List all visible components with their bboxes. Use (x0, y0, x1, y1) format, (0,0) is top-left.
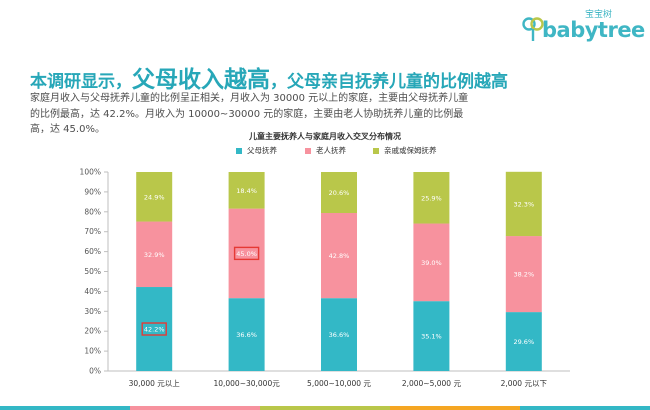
footer-segment (260, 406, 390, 410)
data-label: 42.8% (329, 252, 350, 260)
legend-swatch-parents (236, 147, 242, 154)
y-tick-label: 0% (89, 367, 101, 376)
y-tick-label: 20% (84, 327, 101, 336)
footer-segment (0, 406, 130, 410)
headline-part-1: 本调研显示， (30, 72, 132, 92)
y-tick-label: 90% (84, 187, 101, 196)
footer-segment (520, 406, 650, 410)
y-tick-label: 30% (84, 307, 101, 316)
data-label: 20.6% (329, 189, 350, 197)
data-label: 39.0% (421, 259, 442, 267)
x-tick-label: 30,000 元以上 (129, 379, 181, 388)
y-tick-label: 10% (84, 347, 101, 356)
y-tick-label: 100% (80, 168, 101, 177)
legend-label-parents: 父母抚养 (247, 146, 277, 155)
y-tick-label: 70% (84, 227, 101, 236)
page-headline: 本调研显示，父母收入越高，父母亲自抚养儿童的比例越高 (30, 60, 508, 94)
data-label: 45.0% (236, 250, 257, 258)
data-label: 35.1% (421, 333, 442, 341)
legend-label-grandparents: 老人抚养 (316, 146, 346, 155)
highlight-box (141, 322, 167, 336)
logo-chinese-text: 宝宝树 (585, 10, 613, 20)
legend-swatch-relatives (373, 147, 379, 154)
legend-swatch-grandparents (305, 147, 311, 154)
y-tick-label: 40% (84, 287, 101, 296)
bar-segment (413, 172, 450, 224)
data-label: 32.9% (144, 251, 165, 259)
bar-segment (321, 212, 357, 299)
y-tick-label: 50% (84, 267, 101, 276)
bar-segment (505, 312, 542, 371)
data-label: 36.6% (329, 331, 350, 339)
data-label: 38.2% (513, 271, 534, 279)
legend-item-parents: 父母抚养 (236, 145, 277, 156)
data-label: 42.2% (144, 326, 165, 334)
bar-segment (321, 298, 357, 371)
y-tick-label: 80% (84, 207, 101, 216)
headline-part-3: ，父母亲自抚养儿童的比例越高 (270, 72, 508, 92)
headline-emphasis: 父母收入越高 (132, 67, 270, 93)
bar-segment (321, 172, 357, 213)
babytree-logo: 宝宝树 babytree (522, 6, 645, 46)
legend-label-relatives: 亲戚或保姆抚养 (384, 146, 437, 155)
description-text: 家庭月收入与父母抚养儿童的比例呈正相关，月收入为 30000 元以上的家庭，主要… (30, 93, 469, 135)
bar-segment (228, 172, 265, 209)
bar-segment (505, 171, 542, 237)
y-tick-label: 60% (84, 247, 101, 256)
bar-segment (228, 298, 265, 371)
chart-title: 儿童主要抚养人与家庭月收入交叉分布情况 (249, 132, 401, 141)
logo-text: babytree (542, 18, 645, 42)
bar-segment (136, 221, 173, 288)
data-label: 25.9% (421, 194, 442, 202)
legend-item-relatives: 亲戚或保姆抚养 (373, 145, 437, 156)
x-tick-label: 2,000~5,000 元 (402, 379, 462, 388)
legend-item-grandparents: 老人抚养 (305, 145, 346, 156)
data-label: 18.4% (236, 187, 257, 195)
footer-segment (130, 406, 260, 410)
data-label: 29.6% (513, 338, 534, 346)
bar-segment (136, 172, 173, 222)
data-label: 32.3% (513, 200, 534, 208)
bar-segment (413, 301, 450, 371)
bar-segment (505, 236, 542, 313)
data-label: 36.6% (236, 331, 257, 339)
bar-segment (413, 223, 450, 302)
highlight-box (233, 246, 260, 261)
x-tick-label: 10,000~30,000元 (213, 379, 280, 388)
footer-color-strip (0, 406, 650, 410)
footer-segment (390, 406, 520, 410)
data-label: 24.9% (144, 193, 165, 201)
leaf-logo-icon (522, 17, 544, 41)
x-tick-label: 2,000 元以下 (501, 379, 548, 388)
x-tick-label: 5,000~10,000 元 (307, 379, 371, 388)
